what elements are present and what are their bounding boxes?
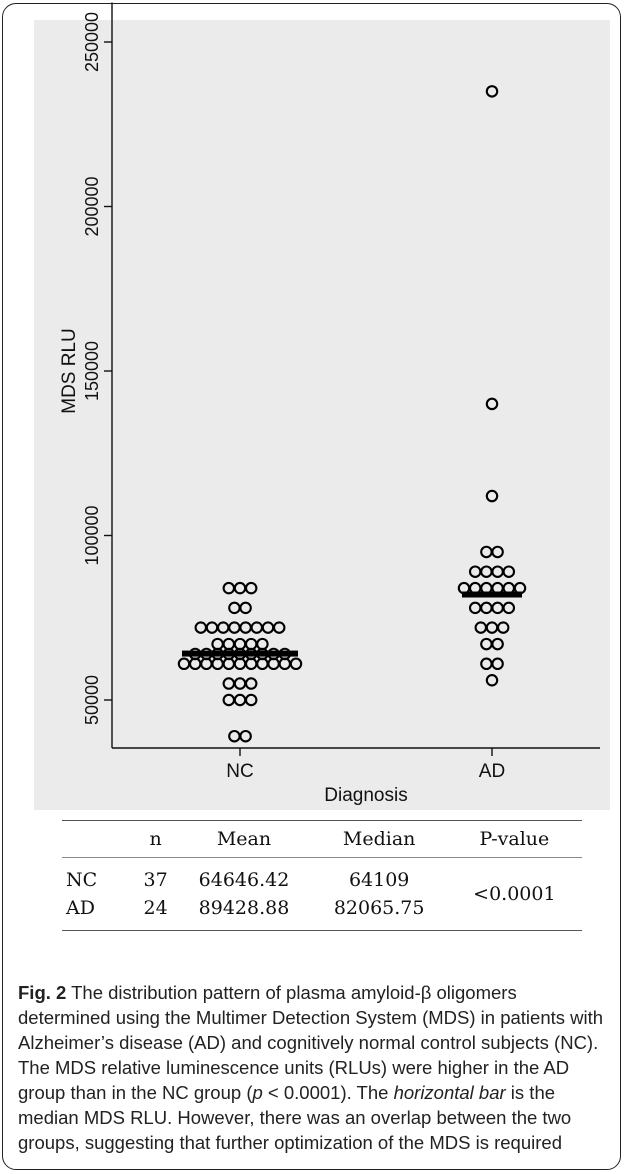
table-cell-p-value: <0.0001 — [473, 883, 556, 905]
median-bar — [462, 591, 522, 598]
statistics-table: n Mean Median P-value NC 37 64646.42 641… — [62, 820, 582, 931]
table-header-row: n Mean Median P-value — [62, 820, 582, 858]
data-point — [485, 85, 499, 98]
data-point — [216, 621, 230, 634]
data-point — [233, 693, 247, 707]
data-point — [250, 621, 264, 634]
data-point — [244, 693, 258, 707]
data-point — [480, 545, 493, 559]
table-cell-mean: 64646.42 — [198, 869, 290, 891]
data-point — [177, 657, 191, 671]
y-tick-label: 50000 — [82, 675, 102, 725]
table-cell-group: NC — [66, 869, 98, 891]
data-point — [194, 621, 208, 634]
table-header-cell: n — [149, 828, 162, 850]
data-point — [485, 397, 499, 411]
caption-bar-italic: horizontal bar — [393, 1082, 506, 1103]
table-row: NC 37 64646.42 64109 <0.0001 — [62, 858, 582, 905]
data-point — [480, 637, 493, 651]
data-point — [228, 601, 241, 615]
data-points — [177, 85, 527, 743]
table-row: AD 24 89428.88 82065.75 — [62, 894, 582, 931]
table-header-cell: Mean — [216, 828, 272, 850]
data-point — [496, 621, 510, 634]
data-point — [474, 621, 488, 634]
y-axis-label: MDS RLU — [59, 328, 80, 414]
table-header-cell: Median — [342, 828, 416, 850]
y-tick-label: 250000 — [82, 12, 102, 72]
data-point — [491, 601, 504, 615]
x-ticks: NC AD — [226, 748, 505, 782]
caption-text: is the median MDS RLU. However, there wa… — [18, 1082, 572, 1153]
caption-fig-label: Fig. 2 — [18, 982, 67, 1003]
data-point — [502, 601, 516, 615]
data-point — [289, 657, 303, 671]
dot-plot-chart: 50000 100000 150000 200000 250000 NC AD MDS R… — [59, 2, 600, 806]
data-point — [502, 565, 516, 578]
data-point — [480, 601, 493, 615]
data-point — [480, 657, 493, 671]
data-point — [491, 565, 504, 578]
data-point — [239, 729, 252, 743]
table-header-cell — [62, 821, 135, 858]
data-point — [485, 621, 499, 634]
y-tick-label: 100000 — [82, 505, 102, 565]
data-point — [233, 581, 247, 595]
y-tick-label: 200000 — [82, 176, 102, 236]
caption-text: The distribution pattern of plasma amylo… — [18, 982, 604, 1103]
data-point — [272, 621, 286, 634]
data-point — [244, 581, 258, 595]
data-point — [233, 677, 247, 690]
data-point — [491, 545, 504, 559]
data-point — [480, 565, 493, 578]
data-point — [485, 674, 499, 687]
table-cell-median: 64109 — [348, 869, 410, 891]
data-point — [468, 601, 482, 615]
data-point — [222, 693, 236, 707]
data-point — [491, 657, 504, 671]
data-point — [244, 677, 258, 690]
data-point — [222, 581, 236, 595]
figure-caption: Fig. 2 The distribution pattern of plasm… — [18, 980, 608, 1155]
caption-p-italic: p — [252, 1082, 263, 1103]
table-cell-mean: 89428.88 — [198, 897, 290, 919]
table-header-cell: P-value — [479, 828, 550, 850]
data-point — [228, 729, 241, 743]
x-tick-label: AD — [479, 761, 505, 782]
caption-text: < 0.0001). The — [262, 1082, 394, 1103]
plot-background — [34, 20, 610, 810]
axes — [111, 2, 600, 749]
data-point — [228, 621, 241, 634]
median-bar — [182, 650, 298, 657]
x-axis-label: Diagnosis — [324, 785, 407, 806]
data-point — [485, 489, 499, 503]
table-cell-group: AD — [66, 897, 95, 919]
table-cell-n: 37 — [143, 869, 168, 891]
y-tick-label: 150000 — [82, 341, 102, 401]
table-cell-median: 82065.75 — [333, 897, 425, 919]
data-point — [205, 621, 219, 634]
data-point — [239, 621, 252, 634]
x-tick-label: NC — [226, 761, 253, 782]
data-point — [261, 621, 275, 634]
data-point — [491, 637, 504, 651]
table-cell-n: 24 — [143, 897, 168, 919]
data-point — [468, 565, 482, 578]
data-point — [222, 677, 236, 690]
y-ticks: 50000 100000 150000 200000 250000 — [82, 12, 112, 725]
median-bars — [182, 591, 522, 657]
data-point — [239, 601, 252, 615]
